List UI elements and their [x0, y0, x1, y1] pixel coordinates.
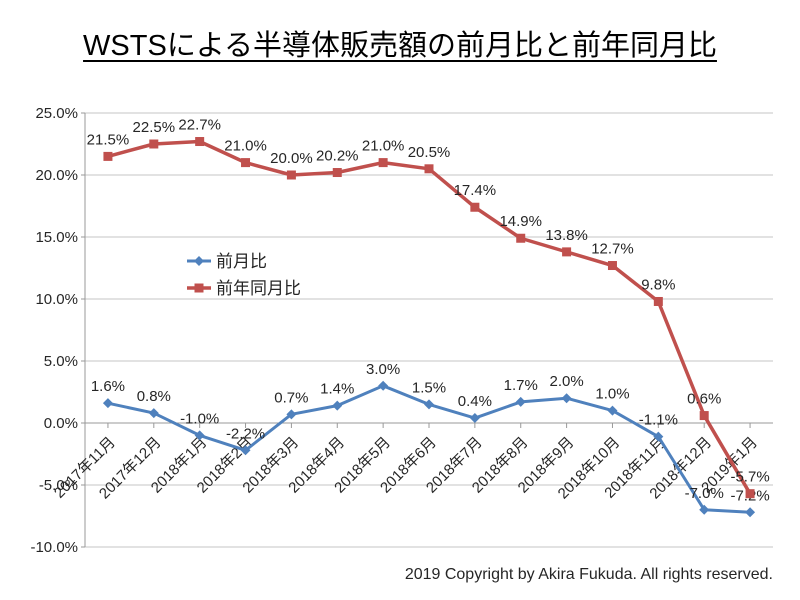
data-point-marker — [745, 489, 755, 499]
data-point-marker — [149, 139, 159, 149]
y-tick-label: 5.0% — [44, 353, 78, 370]
data-point-marker — [332, 400, 343, 411]
data-point-marker — [378, 380, 389, 391]
data-point-label: 21.0% — [362, 138, 405, 155]
data-point-marker — [424, 164, 434, 174]
chart-title: WSTSによる半導体販売額の前月比と前年同月比 — [83, 30, 717, 62]
legend-label: 前年同月比 — [216, 279, 301, 298]
legend-marker — [194, 283, 204, 293]
data-point-marker — [378, 158, 388, 168]
y-tick-label: -5.0% — [39, 477, 78, 494]
data-point-label: 1.0% — [595, 386, 629, 403]
y-tick-label: -10.0% — [30, 539, 78, 556]
data-point-label: 2.0% — [549, 373, 583, 390]
y-tick-label: 25.0% — [35, 105, 78, 122]
data-point-label: 1.5% — [412, 379, 446, 396]
data-point-label: 22.5% — [133, 119, 176, 136]
data-point-marker — [469, 413, 480, 424]
data-point-label: 1.6% — [91, 378, 125, 395]
data-point-marker — [240, 445, 251, 456]
data-point-label: 0.4% — [458, 393, 492, 410]
data-point-label: -5.7% — [730, 469, 769, 486]
y-tick-label: 0.0% — [44, 415, 78, 432]
data-point-marker — [607, 405, 618, 416]
data-point-label: 9.8% — [641, 276, 675, 293]
y-tick-label: 15.0% — [35, 229, 78, 246]
data-point-marker — [103, 151, 113, 161]
data-point-label: -1.0% — [180, 410, 219, 427]
data-point-label: 1.7% — [504, 377, 538, 394]
copyright-text: 2019 Copyright by Akira Fukuda. All righ… — [404, 566, 773, 583]
data-point-marker — [470, 202, 480, 212]
data-point-label: 20.0% — [270, 150, 313, 167]
data-point-label: 21.5% — [87, 131, 130, 148]
data-point-marker — [562, 247, 572, 257]
y-tick-label: 20.0% — [35, 167, 78, 184]
data-point-marker — [286, 170, 296, 180]
data-point-marker — [241, 158, 251, 168]
data-point-label: 13.8% — [545, 227, 588, 244]
data-point-label: 12.7% — [591, 241, 634, 258]
data-point-label: 0.6% — [687, 391, 721, 408]
y-tick-label: 10.0% — [35, 291, 78, 308]
legend-label: 前月比 — [216, 252, 267, 271]
data-point-marker — [699, 411, 709, 421]
data-point-marker — [332, 168, 342, 178]
data-point-label: 3.0% — [366, 361, 400, 378]
data-point-marker — [195, 137, 205, 147]
data-point-marker — [286, 409, 297, 420]
data-point-label: -7.0% — [685, 485, 724, 502]
data-point-label: 14.9% — [499, 213, 542, 230]
data-point-label: 21.0% — [224, 138, 267, 155]
data-point-label: 0.7% — [274, 389, 308, 406]
data-point-label: -1.1% — [639, 412, 678, 429]
data-point-label: 20.5% — [408, 144, 451, 161]
data-point-marker — [561, 393, 572, 404]
data-point-label: 1.4% — [320, 381, 354, 398]
data-point-label: 0.8% — [137, 388, 171, 405]
legend-marker — [194, 256, 204, 266]
data-point-marker — [515, 396, 526, 407]
data-point-marker — [745, 507, 756, 518]
data-point-marker — [653, 431, 664, 442]
data-point-label: 20.2% — [316, 148, 359, 165]
data-point-marker — [102, 398, 113, 409]
data-point-marker — [194, 430, 205, 441]
data-point-label: -2.2% — [226, 425, 265, 442]
data-point-marker — [148, 408, 159, 419]
data-point-marker — [653, 296, 663, 306]
data-point-label: 17.4% — [454, 182, 497, 199]
data-point-marker — [424, 399, 434, 410]
data-point-marker — [516, 233, 526, 243]
data-point-marker — [699, 504, 710, 515]
data-point-label: 22.7% — [178, 117, 221, 134]
data-point-marker — [607, 261, 617, 271]
